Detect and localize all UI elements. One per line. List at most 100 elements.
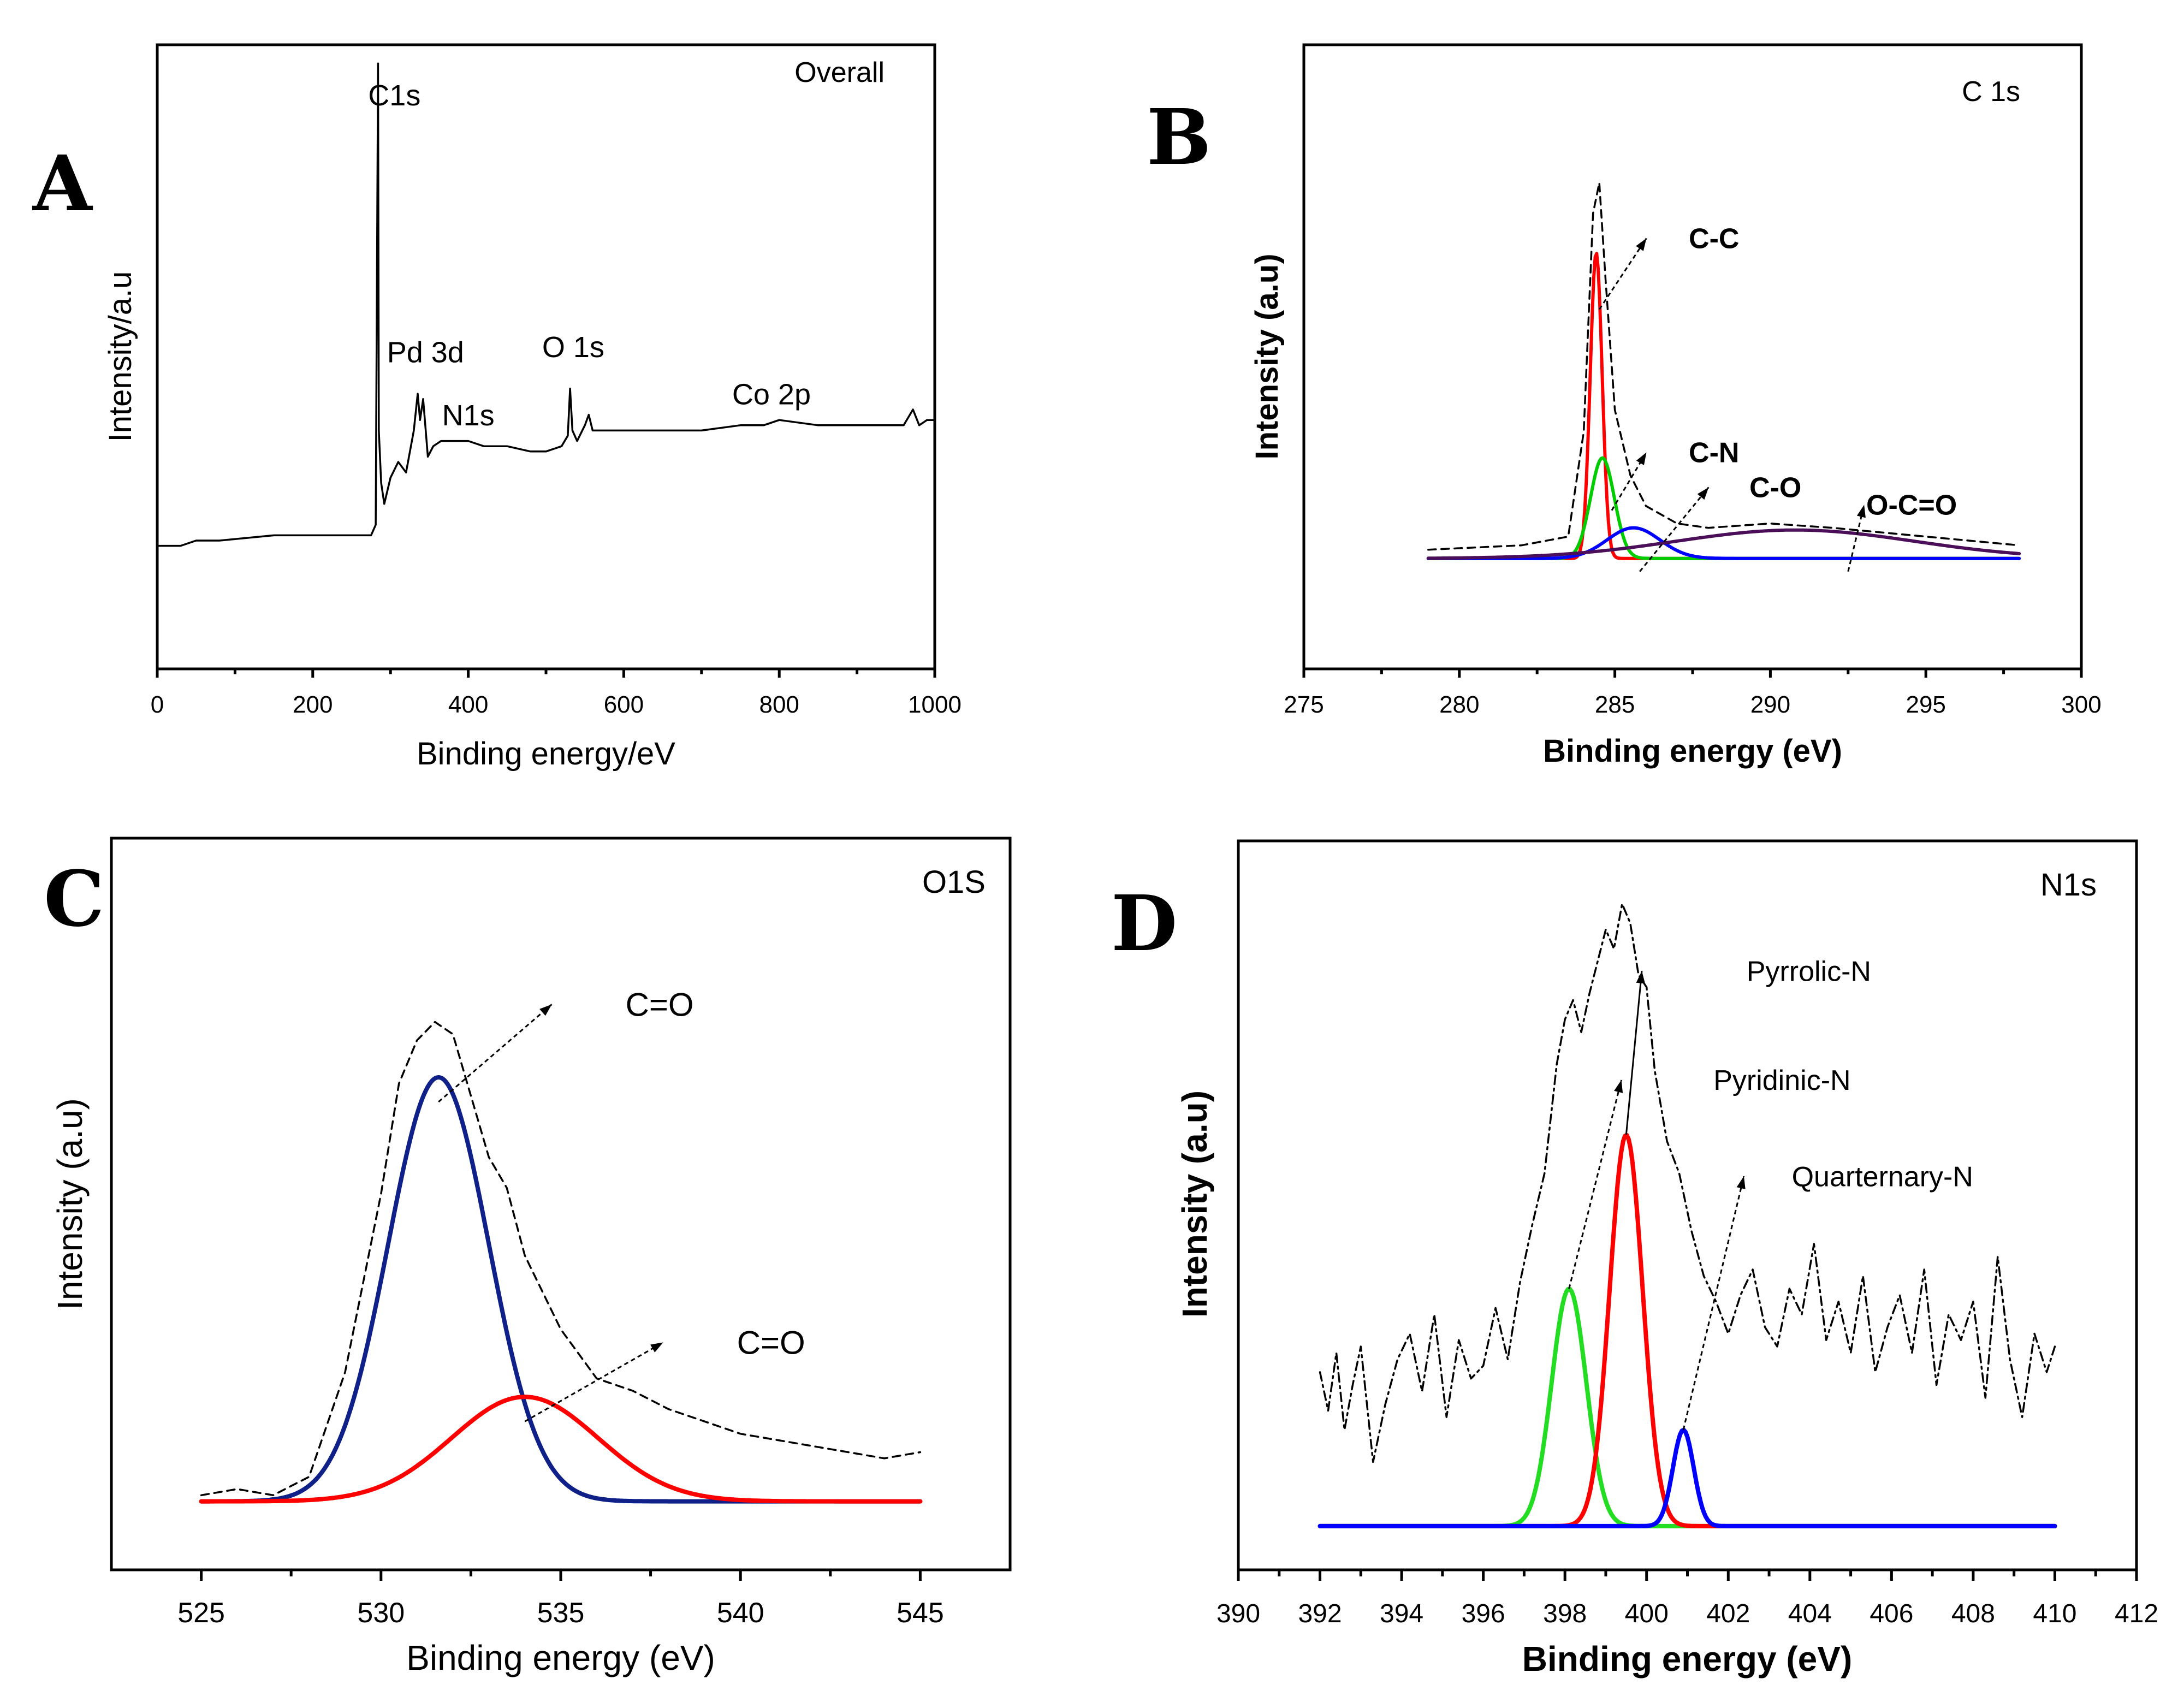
annotation-arrow	[524, 1342, 664, 1422]
x-tick-label: 600	[604, 691, 644, 718]
plot-title: N1s	[2040, 867, 2097, 903]
panel-d: D 390 392 394 396 398 400 402 404 406 408 410 412 P…	[1111, 839, 2158, 1679]
annotation-arrow	[438, 1004, 553, 1103]
peak-annotation: Pd 3d	[387, 336, 464, 369]
series-pyrrolic-n	[1318, 1132, 2057, 1528]
series-envelope	[1427, 181, 2020, 551]
panel-label: A	[32, 139, 93, 229]
x-tick-label: 390	[1216, 1599, 1260, 1628]
x-tick-label: 412	[2115, 1599, 2158, 1628]
arrow-head	[1636, 971, 1646, 984]
plot-frame	[110, 837, 1012, 1571]
annotation-arrow	[1682, 1176, 1745, 1431]
annotation-group: C-C C-N C-O O-C=O	[1598, 223, 1957, 572]
x-ticks: 525 530 535 540 545	[177, 1570, 944, 1629]
x-tick-label: 275	[1284, 691, 1324, 718]
panel-label: B	[1147, 93, 1211, 182]
x-tick-label: 545	[897, 1597, 944, 1629]
plot-title: O1S	[922, 864, 986, 900]
x-tick-label: 295	[1906, 691, 1945, 718]
x-tick-label: 396	[1462, 1599, 1505, 1628]
plot-frame	[1302, 43, 2083, 671]
x-tick-label: 300	[2061, 691, 2101, 718]
x-tick-label: 394	[1380, 1599, 1423, 1628]
peak-annotation: C-C	[1689, 223, 1739, 255]
x-tick-label: 402	[1706, 1599, 1750, 1628]
series-pyridinic-n	[1318, 1286, 2057, 1528]
series-raw-data	[1319, 903, 2056, 1463]
series-survey	[156, 62, 936, 547]
arrow-head	[1636, 238, 1647, 251]
arrow-head	[1856, 505, 1866, 518]
x-tick-label: 290	[1750, 691, 1790, 718]
arrow-head	[650, 1342, 663, 1353]
series-group	[1426, 181, 2021, 560]
peak-annotation: C=O	[737, 1324, 805, 1361]
annotation-arrow	[1598, 238, 1647, 310]
peak-annotation: O-C=O	[1866, 490, 1957, 521]
annotation-arrow	[1639, 487, 1710, 572]
x-tick-label: 398	[1543, 1599, 1587, 1628]
x-ticks: 390 392 394 396 398 400 402 404 406 408 410 412	[1216, 1570, 2158, 1628]
plot-title: C 1s	[1962, 76, 2020, 108]
x-tick-label: 530	[357, 1597, 405, 1629]
series-o-c-o	[1426, 528, 2021, 560]
peak-annotation: C1s	[368, 79, 420, 112]
x-tick-label: 525	[177, 1597, 225, 1629]
x-tick-label: 404	[1788, 1599, 1832, 1628]
y-axis-title: Intensity (a.u)	[1249, 253, 1285, 459]
x-tick-label: 1000	[908, 691, 962, 718]
x-ticks: 275 280 285 290 295 300	[1284, 669, 2102, 718]
annotation-arrow	[1568, 1080, 1623, 1289]
panel-label: D	[1111, 879, 1177, 969]
x-tick-label: 406	[1870, 1599, 1913, 1628]
x-tick-label: 410	[2033, 1599, 2076, 1628]
peak-annotation: Co 2p	[732, 378, 811, 411]
plot-title: Overall	[794, 57, 885, 88]
x-axis-title: Binding energy/eV	[417, 736, 675, 772]
series-envelope	[200, 1021, 922, 1497]
peak-annotation: Pyridinic-N	[1713, 1065, 1850, 1096]
x-tick-label: 535	[537, 1597, 585, 1629]
arrow-head	[1636, 452, 1647, 466]
x-ticks: 0 200 400 600 800 1000	[151, 669, 962, 718]
peak-annotation: N1s	[442, 399, 495, 432]
x-tick-label: 0	[151, 691, 164, 718]
y-axis-title: Intensity/a.u	[103, 271, 138, 442]
x-axis-title: Binding energy (eV)	[406, 1638, 715, 1677]
x-tick-label: 285	[1595, 691, 1635, 718]
arrow-head	[1614, 1080, 1623, 1093]
arrow-head	[1736, 1176, 1746, 1189]
x-tick-label: 280	[1439, 691, 1479, 718]
series-group	[1318, 903, 2057, 1528]
annotation-group: C1s Pd 3d N1s O 1s Co 2p	[368, 79, 811, 432]
panel-label: C	[44, 855, 104, 944]
annotation-arrow	[1625, 970, 1643, 1135]
series-group	[156, 62, 936, 547]
x-tick-label: 400	[448, 691, 488, 718]
peak-annotation: C-N	[1689, 437, 1739, 469]
x-tick-label: 200	[293, 691, 333, 718]
x-tick-label: 408	[1951, 1599, 1995, 1628]
y-axis-title: Intensity (a.u)	[1175, 1090, 1214, 1318]
panel-b: B 275 280 285 290 295 300 C-C C-N C-O O-C=O C 1s…	[1147, 43, 2102, 769]
panel-c: C 525 530 535 540 545 C=O C=O O1S Binding ene…	[44, 837, 1012, 1677]
series-c-o-531-6-ev	[199, 1075, 923, 1504]
panel-a: A 0 200 400 600 800 1000 C1s Pd 3d N1s O 1s Co 2p…	[32, 43, 962, 772]
arrow-head	[539, 1004, 552, 1016]
y-axis-title: Intensity (a.u)	[50, 1098, 90, 1310]
series-group	[199, 1021, 923, 1504]
x-tick-label: 392	[1298, 1599, 1342, 1628]
x-tick-label: 540	[717, 1597, 764, 1629]
x-tick-label: 800	[759, 691, 799, 718]
x-tick-label: 400	[1625, 1599, 1669, 1628]
annotation-group: Pyrrolic-N Pyridinic-N Quarternary-N	[1568, 956, 1973, 1431]
series-quarternary-n	[1318, 1427, 2057, 1528]
series-c-o-534-ev	[199, 1395, 923, 1504]
peak-annotation: O 1s	[542, 331, 604, 364]
x-axis-title: Binding energy (eV)	[1543, 733, 1842, 769]
series-c-o	[1426, 526, 2021, 560]
x-axis-title: Binding energy (eV)	[1522, 1639, 1853, 1679]
peak-annotation: C-O	[1749, 472, 1801, 504]
